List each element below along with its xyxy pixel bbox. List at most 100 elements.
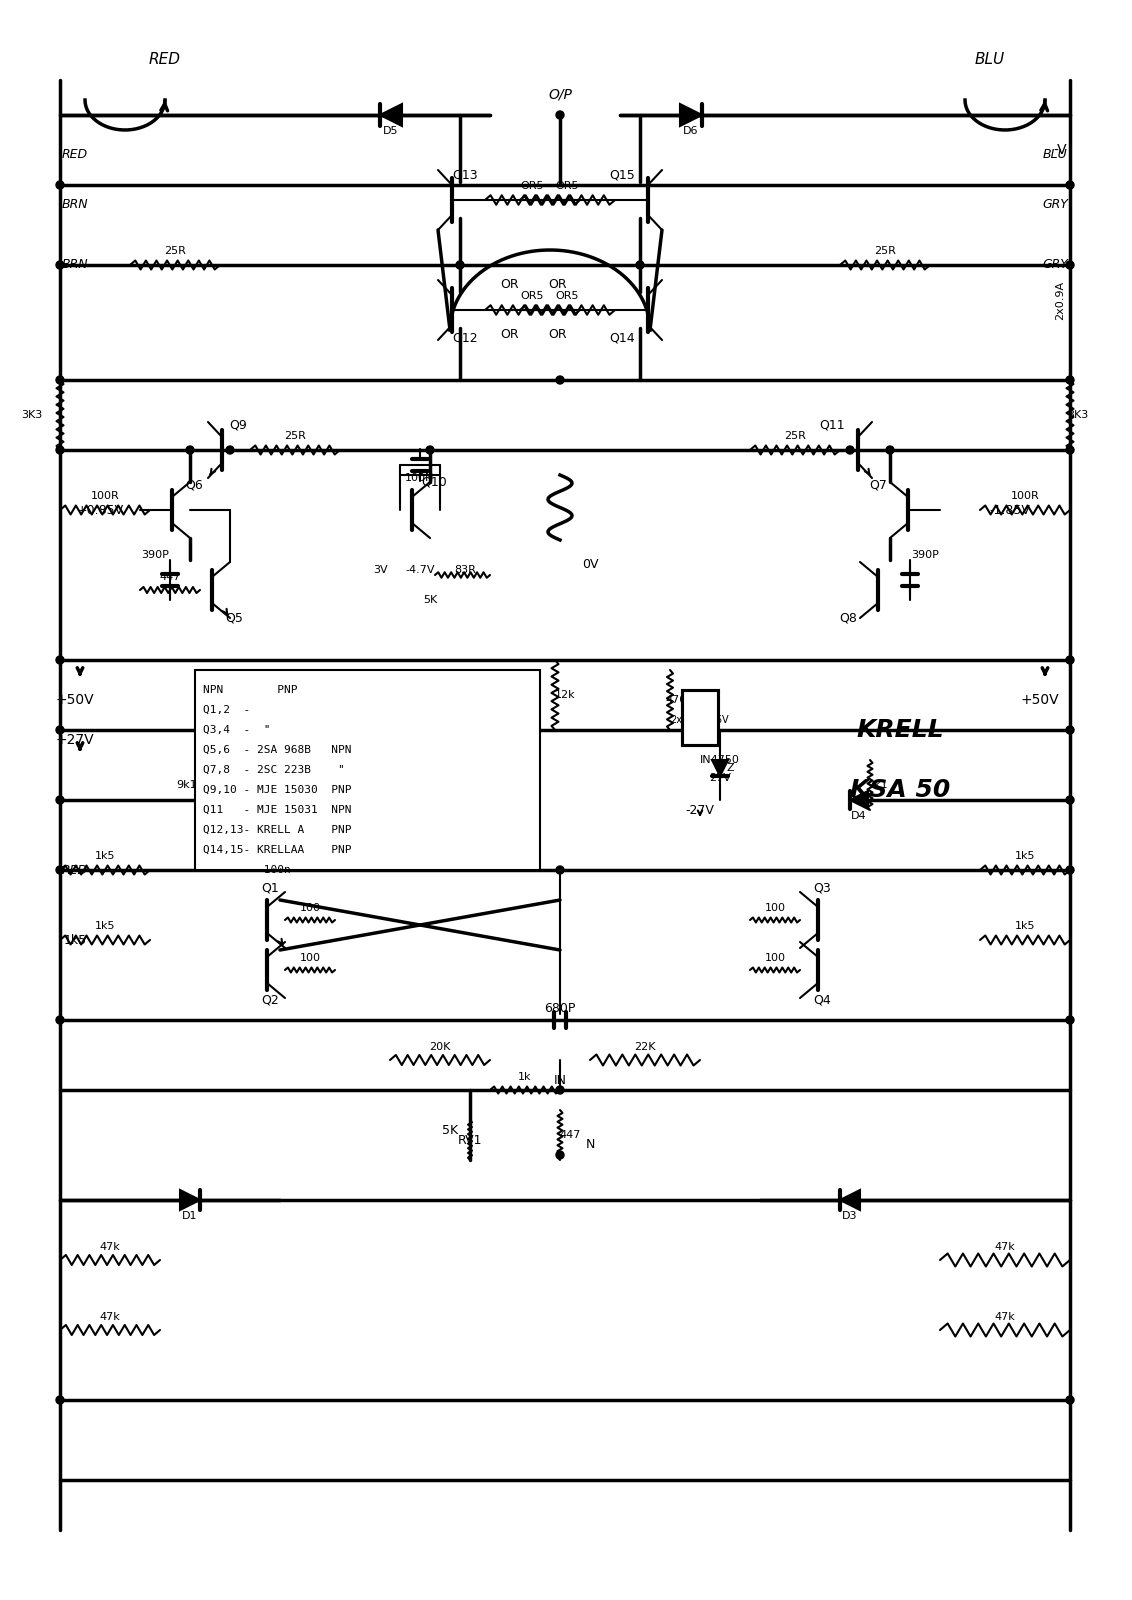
Text: RV1: RV1 xyxy=(457,1133,482,1147)
Circle shape xyxy=(55,656,65,664)
Circle shape xyxy=(556,1150,564,1158)
Text: 1k5: 1k5 xyxy=(1014,922,1036,931)
Text: 100: 100 xyxy=(764,954,786,963)
Text: 100n: 100n xyxy=(203,866,291,875)
Text: Q9,10 - MJE 15030  PNP: Q9,10 - MJE 15030 PNP xyxy=(203,786,352,795)
Text: RED: RED xyxy=(149,53,181,67)
Text: -1.85V: -1.85V xyxy=(989,504,1030,517)
Text: KSA 50: KSA 50 xyxy=(850,778,950,802)
Text: 3V: 3V xyxy=(372,565,387,574)
Text: Q3,4  -  ": Q3,4 - " xyxy=(203,725,271,734)
Text: 680P: 680P xyxy=(544,1002,576,1014)
Circle shape xyxy=(55,726,65,734)
Text: 0V: 0V xyxy=(582,558,598,571)
Text: 1k5: 1k5 xyxy=(95,922,115,931)
Circle shape xyxy=(1066,795,1074,803)
Text: 100R: 100R xyxy=(1011,491,1039,501)
Text: 100: 100 xyxy=(764,902,786,914)
Text: Q14: Q14 xyxy=(609,331,635,344)
Text: 447: 447 xyxy=(160,573,181,582)
Circle shape xyxy=(55,446,65,454)
Text: D5: D5 xyxy=(384,126,398,136)
Circle shape xyxy=(1066,1016,1074,1024)
Text: +50V: +50V xyxy=(1021,693,1060,707)
Text: Q7: Q7 xyxy=(869,478,887,491)
Text: RED: RED xyxy=(62,149,88,162)
Circle shape xyxy=(55,795,65,803)
Text: Q8: Q8 xyxy=(839,611,857,624)
Text: N: N xyxy=(585,1139,594,1152)
Polygon shape xyxy=(215,790,233,810)
Text: 20K: 20K xyxy=(429,1042,451,1053)
Circle shape xyxy=(1066,726,1074,734)
Text: IN4750: IN4750 xyxy=(700,755,740,765)
Text: OR: OR xyxy=(549,278,567,291)
Circle shape xyxy=(556,866,564,874)
Polygon shape xyxy=(680,104,702,126)
Circle shape xyxy=(1066,446,1074,454)
Text: BRN: BRN xyxy=(61,259,88,272)
Circle shape xyxy=(1066,656,1074,664)
Text: NPN        PNP: NPN PNP xyxy=(203,685,298,694)
Text: D6: D6 xyxy=(684,126,698,136)
Circle shape xyxy=(556,376,564,384)
Text: 470R: 470R xyxy=(666,694,695,706)
Text: 100N: 100N xyxy=(405,474,435,483)
Text: 25R: 25R xyxy=(874,246,895,256)
Circle shape xyxy=(1066,261,1074,269)
Text: 12k: 12k xyxy=(555,690,575,701)
Text: 5K: 5K xyxy=(423,595,437,605)
Text: 2x0.9A: 2x0.9A xyxy=(1055,280,1065,320)
Text: 47k: 47k xyxy=(100,1312,120,1322)
Text: Q1,2  -: Q1,2 - xyxy=(203,706,250,715)
Text: Q7,8  - 2SC 223B    ": Q7,8 - 2SC 223B " xyxy=(203,765,345,774)
Text: 3K3: 3K3 xyxy=(22,410,43,419)
Text: 83R: 83R xyxy=(454,565,475,574)
Text: Q9: Q9 xyxy=(229,419,247,432)
Text: OR5: OR5 xyxy=(556,291,580,301)
Text: +50V: +50V xyxy=(55,693,94,707)
Text: Q13: Q13 xyxy=(452,168,478,181)
Text: 9k1: 9k1 xyxy=(868,781,889,790)
Text: -4.7V: -4.7V xyxy=(405,565,435,574)
Polygon shape xyxy=(840,1190,860,1210)
Text: 25R: 25R xyxy=(164,246,186,256)
Text: Q14,15- KRELLAA    PNP: Q14,15- KRELLAA PNP xyxy=(203,845,352,854)
Text: D2: D2 xyxy=(216,811,232,821)
Circle shape xyxy=(1066,866,1074,874)
Circle shape xyxy=(426,446,434,454)
Text: OR5: OR5 xyxy=(521,291,544,301)
Polygon shape xyxy=(380,104,402,126)
Text: D4: D4 xyxy=(851,811,867,821)
Polygon shape xyxy=(850,790,868,810)
Circle shape xyxy=(1066,1395,1074,1405)
Circle shape xyxy=(1066,376,1074,384)
Text: Q3: Q3 xyxy=(813,882,831,894)
Text: D1: D1 xyxy=(182,1211,198,1221)
Text: OR5: OR5 xyxy=(556,181,580,190)
Text: 100: 100 xyxy=(300,954,320,963)
Circle shape xyxy=(55,866,65,874)
Text: Q11   - MJE 15031  NPN: Q11 - MJE 15031 NPN xyxy=(203,805,352,814)
Text: BRN: BRN xyxy=(61,198,88,211)
Text: Q12: Q12 xyxy=(452,331,478,344)
Text: 2x1000/16V: 2x1000/16V xyxy=(670,715,729,725)
Text: IN: IN xyxy=(554,1074,566,1086)
Text: 47k: 47k xyxy=(995,1242,1015,1251)
Circle shape xyxy=(55,261,65,269)
Text: Q10: Q10 xyxy=(421,475,447,488)
Text: Q1: Q1 xyxy=(261,882,278,894)
Text: Q15: Q15 xyxy=(609,168,635,181)
Circle shape xyxy=(186,446,194,454)
Text: +0.85V: +0.85V xyxy=(77,504,123,517)
Circle shape xyxy=(556,1086,564,1094)
Text: 1k5: 1k5 xyxy=(63,933,86,947)
Text: 1k: 1k xyxy=(518,1072,532,1082)
Text: Q11: Q11 xyxy=(820,419,844,432)
Text: -27V: -27V xyxy=(686,803,714,816)
Circle shape xyxy=(846,446,854,454)
Circle shape xyxy=(55,376,65,384)
Text: OR: OR xyxy=(549,328,567,341)
Text: 3K3: 3K3 xyxy=(1067,410,1089,419)
Text: 27V: 27V xyxy=(709,773,731,782)
